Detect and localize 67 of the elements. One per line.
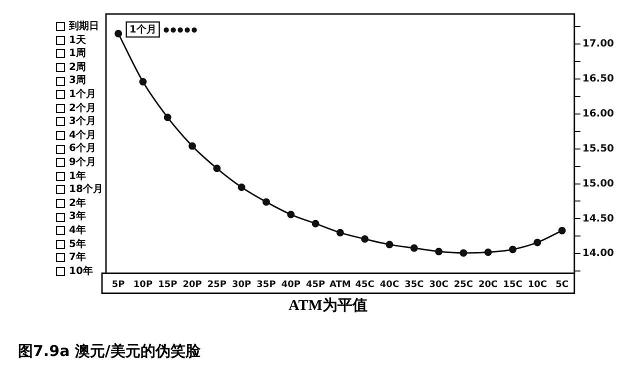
point bbox=[361, 235, 369, 243]
point bbox=[262, 198, 270, 206]
point bbox=[188, 142, 196, 150]
point bbox=[287, 210, 295, 218]
x-tick-label: 10P bbox=[133, 280, 153, 290]
x-tick-label: 45P bbox=[306, 280, 326, 290]
text: 6个月 bbox=[69, 142, 96, 156]
x-tick-label: 15P bbox=[158, 280, 178, 290]
point bbox=[336, 228, 344, 236]
y-tick-label: 14.00 bbox=[582, 248, 614, 260]
legend-label: 1个月 bbox=[129, 24, 156, 36]
x-tick-label: 10C bbox=[528, 280, 548, 290]
x-tick-label: 35P bbox=[256, 280, 276, 290]
text: 1周 bbox=[69, 47, 86, 61]
x-tick-label: 40P bbox=[281, 280, 301, 290]
text: 1年 bbox=[69, 170, 86, 184]
y-tick-label: 17.00 bbox=[582, 38, 614, 50]
text: 3年 bbox=[69, 210, 86, 224]
text: 3个月 bbox=[69, 115, 96, 129]
point bbox=[460, 249, 468, 257]
x-tick-label: 45C bbox=[355, 280, 375, 290]
point bbox=[213, 164, 221, 172]
text: 2个月 bbox=[69, 102, 96, 116]
text: 9个月 bbox=[69, 156, 96, 170]
y-tick-label: 16.00 bbox=[582, 108, 614, 120]
text: 2年 bbox=[69, 196, 86, 210]
x-tick-label: 20C bbox=[478, 280, 498, 290]
text: 10年 bbox=[69, 264, 93, 278]
text: 图7.9a 澳元/美元的伪笑脸 bbox=[18, 342, 200, 361]
text: 7年 bbox=[69, 251, 86, 265]
point bbox=[410, 244, 418, 252]
y-tick-label: 15.50 bbox=[582, 143, 614, 154]
point bbox=[139, 78, 147, 86]
x-tick-label: 5P bbox=[112, 280, 126, 290]
text: 4年 bbox=[69, 224, 86, 238]
point bbox=[508, 246, 516, 254]
x-tick-label: ATM bbox=[329, 280, 351, 290]
point bbox=[114, 30, 122, 38]
x-tick-label: 15C bbox=[503, 280, 523, 290]
x-tick-label: 20P bbox=[182, 280, 202, 290]
text: 4个月 bbox=[69, 128, 96, 142]
x-tick-label: 35C bbox=[404, 280, 424, 290]
y-tick-label: 16.50 bbox=[582, 74, 614, 85]
x-tick-label: 40C bbox=[380, 280, 400, 290]
point bbox=[435, 248, 443, 256]
point bbox=[312, 220, 320, 228]
point bbox=[558, 226, 566, 234]
point bbox=[534, 238, 542, 246]
text: 5年 bbox=[69, 238, 86, 252]
text: 1天 bbox=[69, 34, 86, 48]
x-tick-label: 30P bbox=[232, 280, 252, 290]
y-tick-label: 15.00 bbox=[582, 178, 614, 190]
text: 到期日 bbox=[69, 20, 99, 34]
text: 2周 bbox=[69, 60, 86, 74]
text: 1个月 bbox=[69, 88, 96, 102]
x-tick-label: 25C bbox=[454, 280, 474, 290]
x-tick-label: 5C bbox=[556, 280, 569, 290]
text: 3周 bbox=[69, 74, 86, 88]
point bbox=[386, 240, 394, 248]
point bbox=[238, 184, 246, 192]
x-axis-title: ATM为平值 bbox=[288, 296, 368, 315]
text: 18个月 bbox=[69, 183, 103, 197]
point bbox=[484, 248, 492, 256]
y-tick-label: 14.50 bbox=[582, 213, 614, 224]
point bbox=[164, 114, 172, 122]
x-tick-label: 30C bbox=[429, 280, 449, 290]
x-tick-label: 25P bbox=[207, 280, 227, 290]
